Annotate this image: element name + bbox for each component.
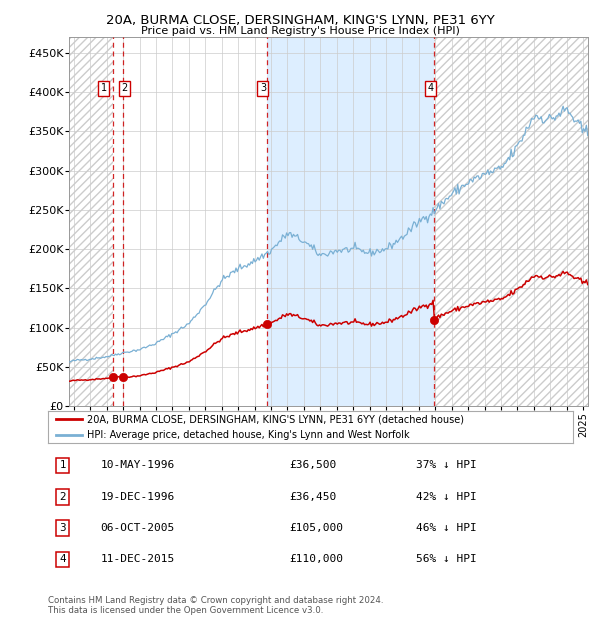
Text: 37% ↓ HPI: 37% ↓ HPI [415,461,476,471]
Text: £36,450: £36,450 [290,492,337,502]
Text: Price paid vs. HM Land Registry's House Price Index (HPI): Price paid vs. HM Land Registry's House … [140,26,460,36]
Text: 1: 1 [59,461,66,471]
Text: HPI: Average price, detached house, King's Lynn and West Norfolk: HPI: Average price, detached house, King… [88,430,410,440]
Text: £110,000: £110,000 [290,554,343,564]
Text: 20A, BURMA CLOSE, DERSINGHAM, KING'S LYNN, PE31 6YY: 20A, BURMA CLOSE, DERSINGHAM, KING'S LYN… [106,14,494,27]
Text: 46% ↓ HPI: 46% ↓ HPI [415,523,476,533]
Bar [113,37,267,406]
Text: 1: 1 [101,83,107,93]
Text: £105,000: £105,000 [290,523,343,533]
Text: £36,500: £36,500 [290,461,337,471]
Text: 20A, BURMA CLOSE, DERSINGHAM, KING'S LYNN, PE31 6YY (detached house): 20A, BURMA CLOSE, DERSINGHAM, KING'S LYN… [88,414,464,425]
Text: 2: 2 [59,492,66,502]
Text: 10-MAY-1996: 10-MAY-1996 [101,461,175,471]
Text: 4: 4 [59,554,66,564]
Text: 11-DEC-2015: 11-DEC-2015 [101,554,175,564]
Text: 42% ↓ HPI: 42% ↓ HPI [415,492,476,502]
Text: Contains HM Land Registry data © Crown copyright and database right 2024.
This d: Contains HM Land Registry data © Crown c… [48,596,383,615]
Text: 06-OCT-2005: 06-OCT-2005 [101,523,175,533]
Text: 19-DEC-1996: 19-DEC-1996 [101,492,175,502]
Text: 3: 3 [260,83,266,93]
Text: 3: 3 [59,523,66,533]
Text: 56% ↓ HPI: 56% ↓ HPI [415,554,476,564]
Bar [267,37,434,406]
Text: 2: 2 [122,83,128,93]
Text: 4: 4 [427,83,433,93]
